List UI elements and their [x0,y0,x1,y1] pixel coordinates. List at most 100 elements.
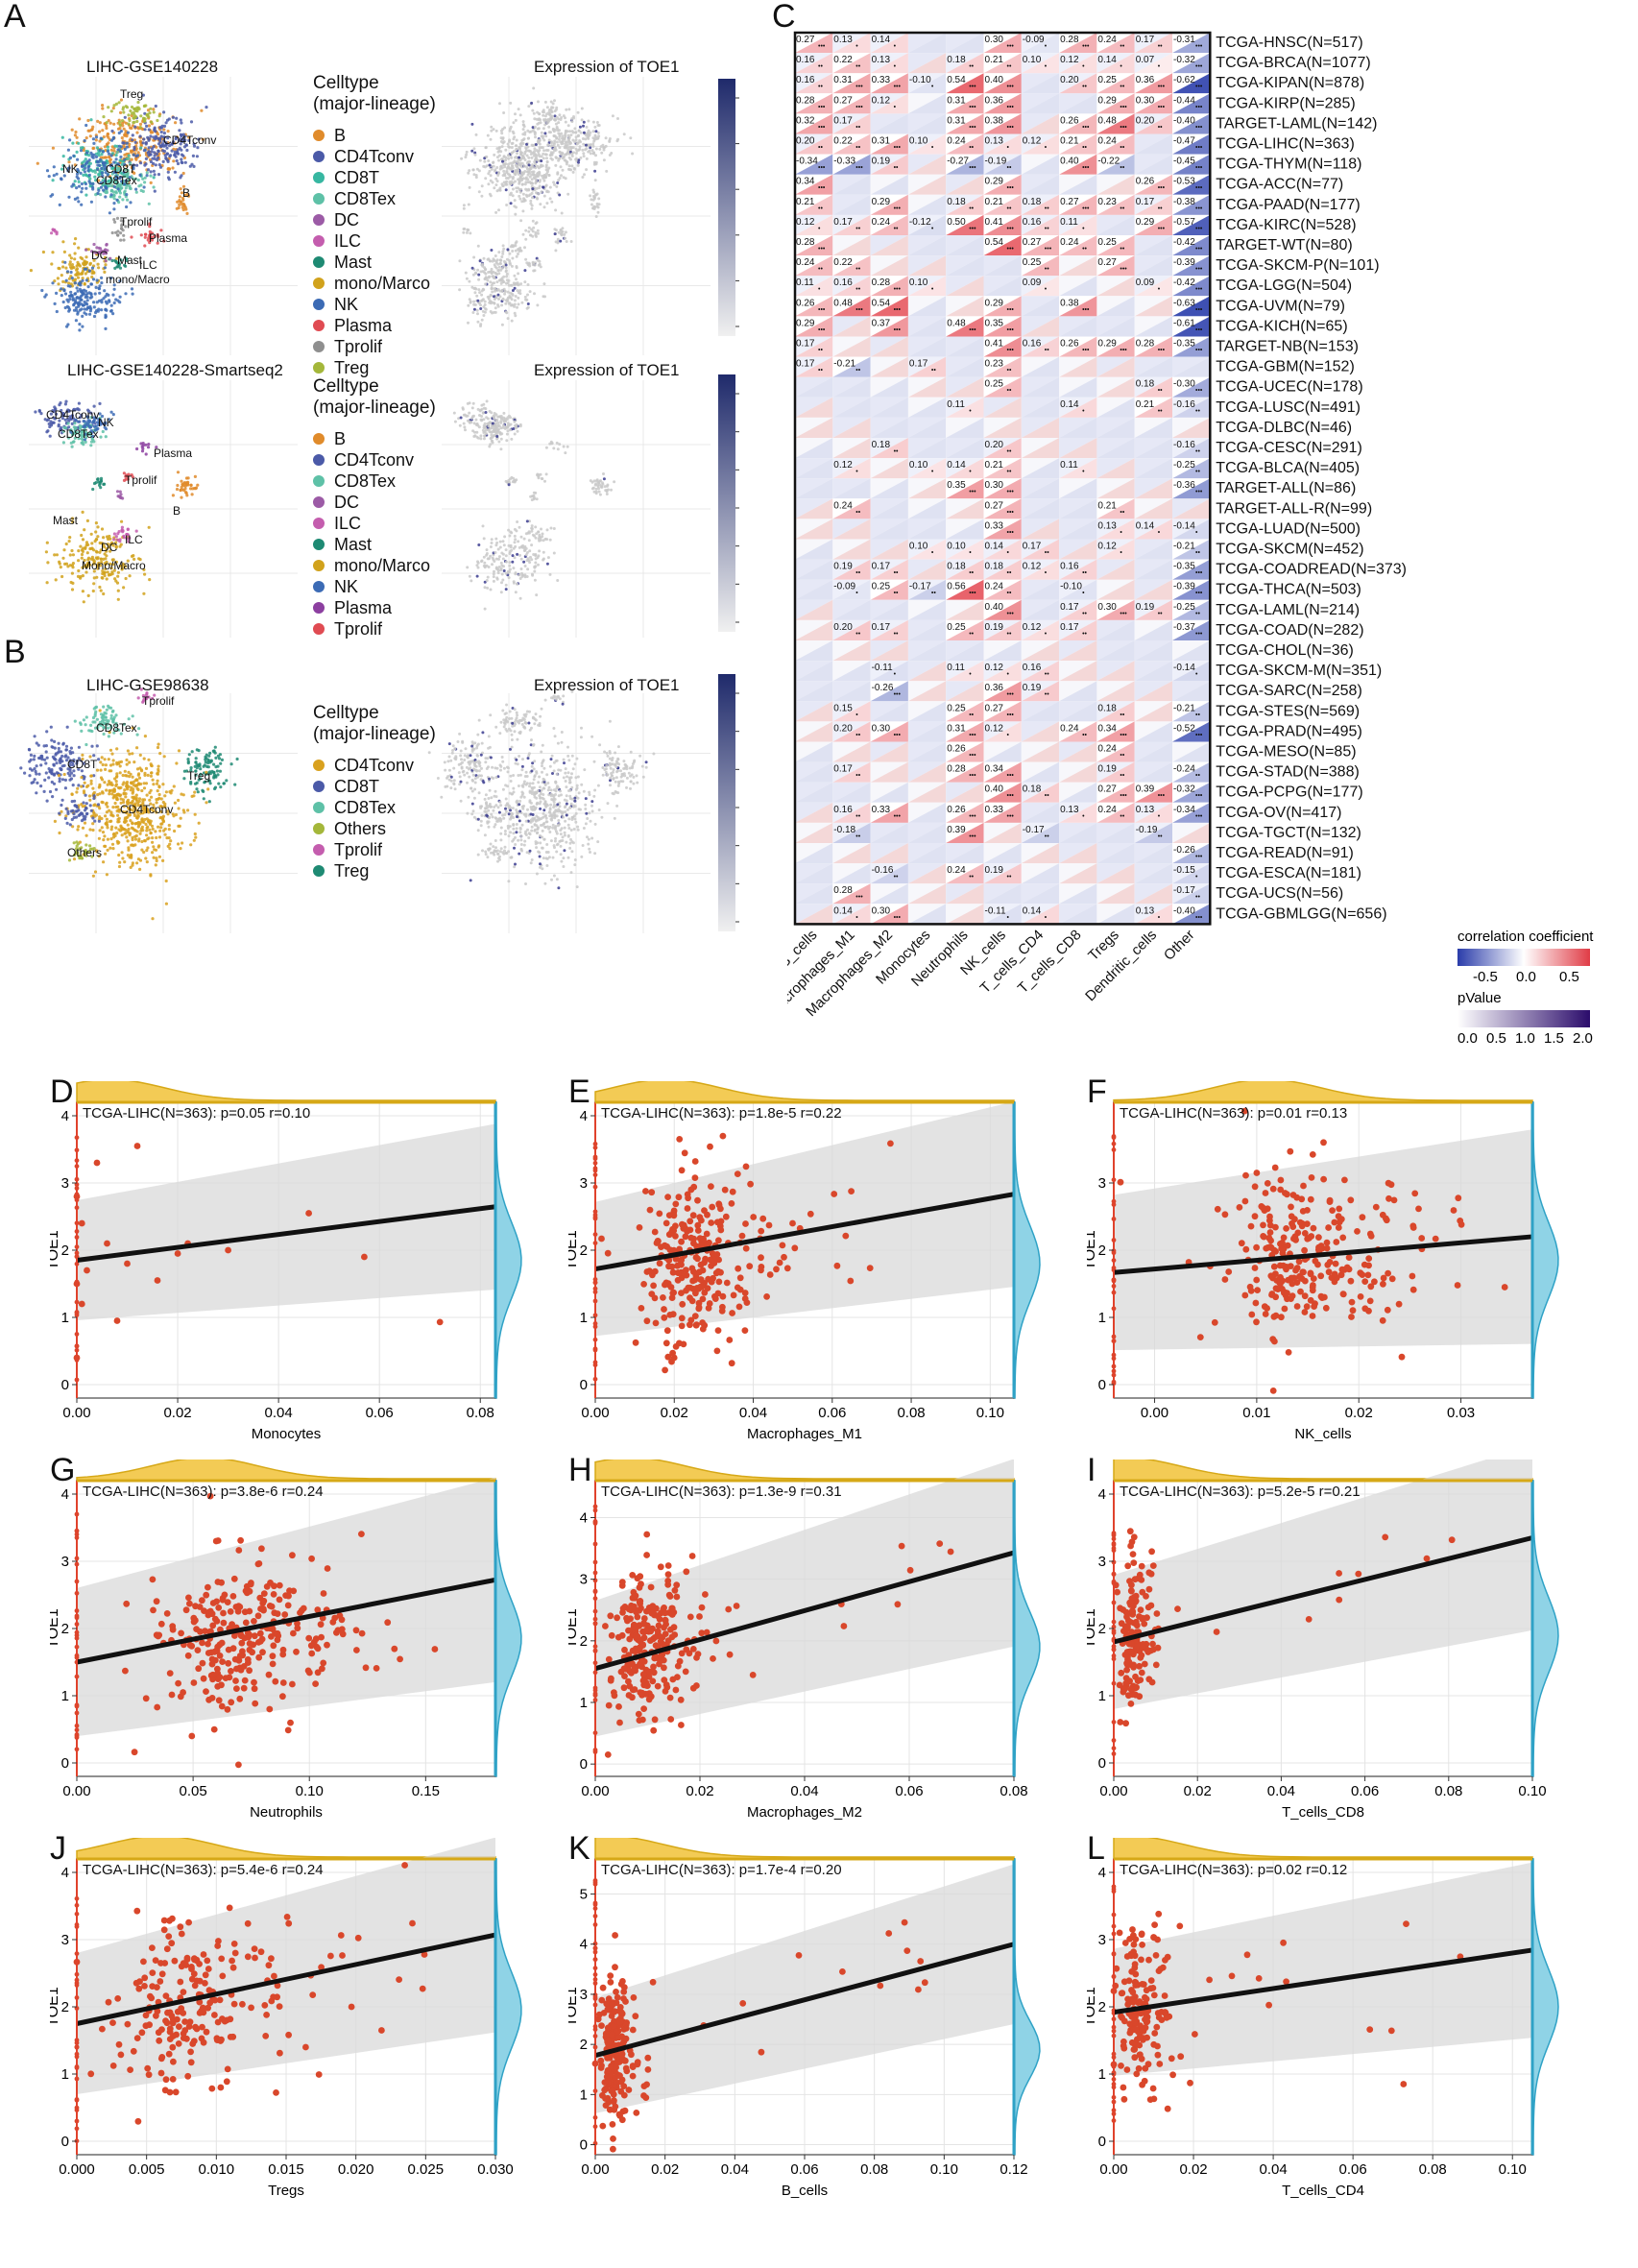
umap-cell-point [55,172,59,176]
umap-celltype-smartseq2: CD4TconvCD8TexNKPlasmaTprolifBMastILCDCM… [29,380,298,638]
expression-point [581,148,585,152]
expression-point [513,556,517,560]
umap-cell-point [29,758,33,761]
umap-cell-point [99,557,103,561]
umap-cell-point [109,410,113,414]
expression-point [504,571,508,575]
umap-cell-point [113,777,117,781]
expression-point [547,109,551,112]
umap-cell-point [61,741,65,745]
umap-cell-point [118,564,122,567]
umap-cell-point [206,765,210,769]
expression-point [553,99,556,103]
umap-cell-point [187,138,191,142]
expression-point [587,119,590,123]
expression-point [518,553,521,557]
umap-cell-point [53,739,57,743]
umap-cell-point [114,728,118,732]
expression-point [532,226,536,229]
umap-cell-point [182,145,187,149]
expression-point [507,576,511,580]
umap-cell-point [119,258,123,262]
umap-cell-point [181,203,184,206]
umap-cell-point [88,755,92,759]
expression-point [515,265,518,268]
expression-point [534,162,538,166]
umap-cell-point [96,163,100,167]
umap-cell-point [84,742,88,747]
expression-point [504,182,508,186]
expression-point [540,131,543,134]
umap-cell-point [189,483,193,487]
legend-dot-icon [313,193,325,205]
expression-point [504,177,508,180]
umap-cell-point [54,578,58,582]
umap-cell-point [73,799,77,803]
umap-cell-point [180,157,183,161]
expression-point [452,411,456,415]
umap-cell-point [82,148,85,153]
expression-point [487,182,491,186]
expression-point [513,135,517,139]
umap-cell-point [87,269,91,273]
umap-cell-point [147,124,151,128]
umap-cell-point [119,793,123,797]
expression-point [478,158,482,162]
umap-cell-point [122,110,126,114]
expression-point [542,127,545,131]
umap-cell-point [102,860,106,864]
expression-point [472,255,476,259]
expression-point [567,156,571,159]
umap-cell-point [175,116,179,120]
umap-cell-point [80,857,84,860]
umap-cell-point [145,833,149,837]
umap-cell-point [101,150,105,154]
expression-point [487,422,490,425]
expression-point [540,477,543,480]
cluster-label: CD4Tconv [46,408,99,422]
umap-cell-point [129,788,132,792]
umap-cell-point [144,857,148,860]
umap-cell-point [137,837,141,841]
expression-point [513,205,517,208]
umap-cell-point [104,802,108,807]
expression-point [514,722,517,726]
umap-cell-point [81,314,84,318]
legend-label: Plasma [334,316,393,335]
expression-point [489,426,493,430]
expression-point [518,194,521,198]
umap-cell-point [125,172,129,176]
expression-point [477,273,481,277]
expression-point [555,184,559,188]
umap-cell-point [57,741,60,745]
umap-cell-point [138,867,142,871]
umap-cell-point [96,167,100,171]
umap-cell-point [82,801,85,805]
expression-point [508,534,512,538]
umap-cell-point [126,198,130,202]
expression-point [553,139,557,143]
umap-cell-point [53,405,57,409]
umap-cell-point [104,422,108,425]
umap-cell-point [94,416,98,420]
expression-point [476,312,479,316]
umap-cell-point [152,110,156,114]
umap-cell-point [112,568,116,572]
umap-cell-point [39,412,43,416]
expression-point [529,181,533,185]
umap-cell-point [61,155,65,158]
umap-cell-point [47,776,51,780]
umap-cell-point [136,106,140,109]
expression-point [493,412,496,415]
umap-cell-point [74,847,79,851]
umap-cell-point [103,758,107,761]
umap-cell-point [80,784,84,788]
umap-cell-point [100,153,104,157]
expression-point [550,200,554,204]
expression-point [488,445,492,448]
expression-point [557,121,561,125]
umap-cell-point [67,281,71,285]
expression-point [574,131,578,134]
umap-cell-point [209,759,213,762]
expression-point [480,289,484,293]
